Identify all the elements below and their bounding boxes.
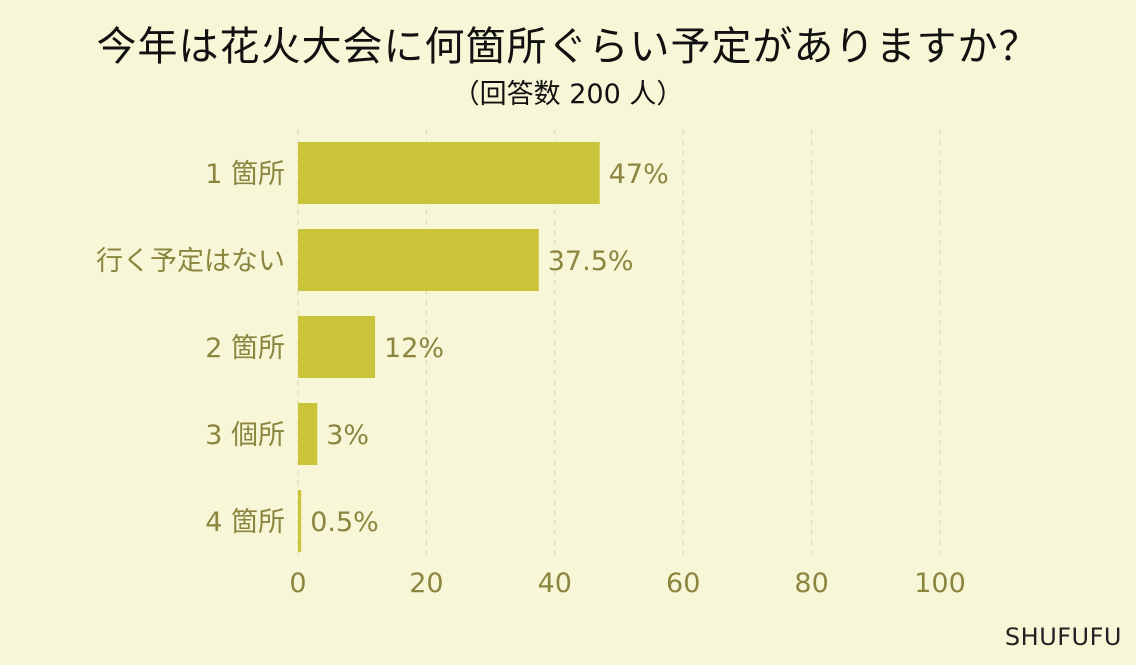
category-label: 4 箇所 (205, 507, 285, 538)
brand-label: SHUFUFU (1004, 623, 1122, 651)
bar (298, 490, 302, 552)
value-label: 47% (609, 159, 669, 190)
x-axis-ticks: 0 20 40 60 80 100 (289, 568, 965, 599)
chart-title: 今年は花火大会に何箇所ぐらい予定がありますか？ (96, 24, 1040, 70)
x-tick-label: 100 (914, 568, 966, 599)
x-tick-label: 20 (409, 568, 443, 599)
category-label: 3 個所 (205, 420, 285, 451)
value-label: 3% (326, 420, 369, 451)
labels: 1 箇所 47% 行く予定はない 37.5% 2 箇所 12% 3 個所 3% 4 箇所 0.5% (96, 159, 669, 538)
bar (298, 403, 318, 465)
category-label: 1 箇所 (205, 159, 285, 190)
value-label: 37.5% (548, 246, 634, 277)
x-tick-label: 60 (666, 568, 700, 599)
value-label: 12% (384, 333, 444, 364)
bar (298, 142, 600, 204)
bar (298, 316, 376, 378)
x-tick-label: 40 (538, 568, 572, 599)
value-label: 0.5% (310, 507, 379, 538)
category-label: 2 箇所 (205, 333, 285, 364)
x-tick-label: 0 (289, 568, 306, 599)
bar (298, 229, 539, 291)
bars (298, 142, 600, 552)
x-tick-label: 80 (794, 568, 828, 599)
category-label: 行く予定はない (96, 246, 285, 277)
chart-subtitle: （回答数 200 人） (452, 79, 684, 110)
